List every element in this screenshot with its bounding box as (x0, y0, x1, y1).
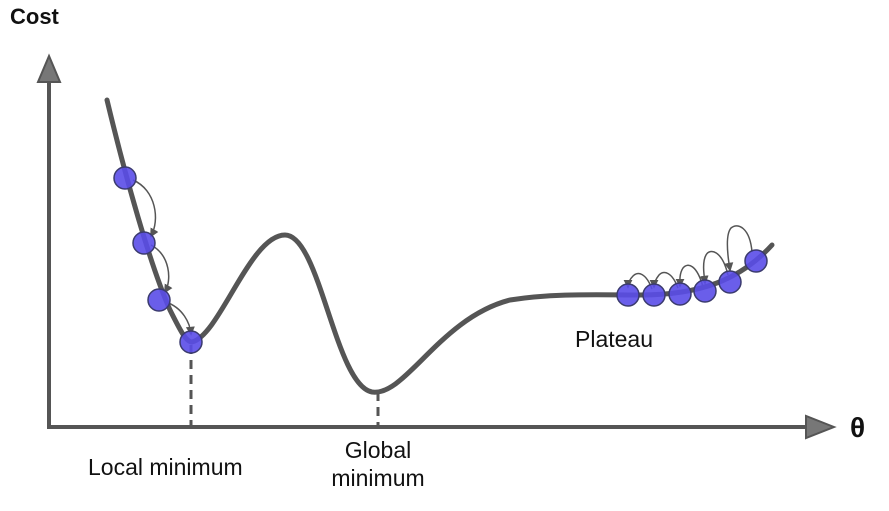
ball (616, 283, 640, 307)
plateau-label: Plateau (575, 326, 654, 352)
plateau-arrow-3 (675, 264, 704, 288)
ball (668, 282, 692, 306)
x-axis-title: θ (850, 412, 866, 443)
cost-curve (104, 97, 775, 395)
ball (642, 283, 666, 307)
y-axis-title: Cost (10, 4, 59, 29)
ball (132, 231, 156, 255)
ball (179, 330, 203, 354)
step-arrow-1 (132, 179, 159, 238)
descent-balls-left (113, 166, 203, 354)
ball (744, 249, 768, 273)
global-minimum-label-line1: Global (344, 437, 412, 463)
descent-balls-plateau (616, 249, 768, 307)
step-arrow-2 (150, 244, 173, 294)
global-minimum-label: Global minimum (312, 436, 444, 492)
ball (113, 166, 137, 190)
plateau-arrow-1 (724, 225, 753, 272)
local-minimum-label: Local minimum (88, 454, 243, 480)
ball (718, 270, 742, 294)
plateau-arrow-2 (699, 250, 729, 285)
x-axis-arrowhead (805, 414, 837, 440)
y-axis-arrowhead (36, 53, 62, 83)
ball (693, 279, 717, 303)
ball (147, 288, 171, 312)
global-minimum-label-line2: minimum (331, 465, 425, 491)
